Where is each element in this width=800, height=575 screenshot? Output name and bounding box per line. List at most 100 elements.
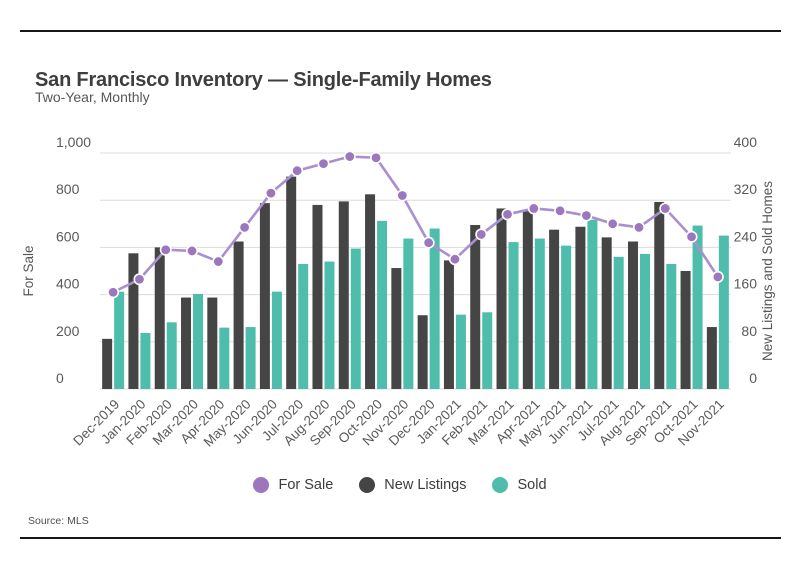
bar-new-listings [365, 194, 376, 389]
bar-sold [613, 256, 624, 389]
bar-sold [482, 312, 493, 389]
for-sale-point [580, 209, 593, 222]
bar-sold [666, 263, 677, 389]
bar-sold [298, 263, 309, 389]
left-axis-title: For Sale [21, 245, 36, 296]
for-sale-point [501, 208, 514, 221]
legend-label: For Sale [278, 477, 334, 493]
bar-new-listings [549, 229, 560, 389]
legend-item-sold: Sold [492, 477, 547, 493]
bar-sold [718, 235, 729, 389]
page-subtitle: Two-Year, Monthly [35, 89, 150, 105]
for-sale-point [448, 253, 461, 266]
bar-new-listings [680, 271, 691, 389]
bar-new-listings [601, 237, 612, 389]
bar-sold [193, 294, 204, 389]
top-divider [20, 30, 781, 32]
for-sale-point [475, 228, 488, 241]
legend: For Sale New Listings Sold [0, 477, 800, 493]
bar-new-listings [654, 201, 665, 389]
bar-new-listings [496, 208, 507, 389]
bar-new-listings [470, 224, 481, 389]
left-axis-tick: 1,000 [56, 134, 91, 150]
bar-new-listings [443, 260, 454, 389]
bar-new-listings [312, 204, 323, 389]
for-sale-point [554, 204, 567, 217]
for-sale-point [659, 202, 672, 215]
bar-new-listings [207, 297, 218, 389]
for-sale-point [632, 221, 645, 234]
bar-sold [508, 242, 519, 389]
right-axis-tick: 240 [734, 228, 758, 244]
left-axis-tick: 0 [56, 370, 64, 386]
right-axis-tick: 0 [749, 370, 757, 386]
sold-marker-icon [492, 477, 509, 493]
bar-new-listings [338, 201, 349, 389]
bar-new-listings [522, 210, 533, 389]
bar-sold [455, 314, 466, 389]
bar-new-listings [233, 241, 244, 389]
bar-sold [114, 291, 125, 389]
bar-new-listings [181, 297, 192, 389]
for-sale-point [527, 202, 540, 215]
bar-sold [271, 291, 282, 389]
right-axis-title: New Listings and Sold Homes [760, 181, 775, 361]
right-axis-tick: 400 [734, 134, 758, 150]
left-axis-tick: 200 [56, 323, 80, 339]
bottom-divider [20, 537, 781, 539]
bar-sold [534, 238, 545, 389]
bar-sold [403, 238, 414, 389]
bar-new-listings [259, 203, 270, 389]
for-sale-point [264, 187, 277, 200]
bar-sold [140, 332, 151, 389]
for-sale-point [107, 286, 120, 299]
bar-new-listings [575, 226, 586, 389]
for-sale-point [422, 236, 435, 249]
bar-sold [587, 219, 598, 389]
new-listings-marker-icon [359, 477, 376, 493]
bar-sold [692, 225, 703, 389]
bar-sold [245, 327, 256, 389]
for-sale-point [291, 164, 304, 177]
bar-sold [429, 228, 440, 389]
bar-new-listings [417, 315, 428, 389]
bar-sold [324, 261, 335, 389]
left-axis-tick: 800 [56, 181, 80, 197]
for-sale-point [343, 150, 356, 163]
source-note: Source: MLS [28, 515, 89, 527]
legend-item-for-sale: For Sale [253, 477, 333, 493]
bar-new-listings [391, 268, 402, 389]
for-sale-point [685, 230, 698, 243]
for-sale-point [159, 243, 172, 256]
legend-item-new-listings: New Listings [359, 477, 466, 493]
for-sale-point [711, 270, 724, 283]
legend-label: New Listings [384, 477, 467, 493]
for-sale-point [186, 244, 199, 257]
bar-sold [561, 245, 572, 389]
legend-label: Sold [517, 477, 547, 493]
bar-sold [350, 248, 361, 389]
for-sale-point [238, 221, 251, 234]
bar-new-listings [154, 247, 165, 389]
for-sale-point [212, 255, 225, 268]
bar-sold [166, 322, 177, 389]
for-sale-line [112, 155, 719, 294]
right-axis-tick: 320 [734, 181, 758, 197]
bar-new-listings [706, 327, 717, 389]
right-axis-tick: 160 [734, 276, 758, 292]
left-axis-tick: 400 [56, 276, 80, 292]
for-sale-marker-icon [253, 477, 270, 493]
bar-new-listings [627, 241, 638, 389]
bar-new-listings [128, 253, 139, 389]
for-sale-point [396, 189, 409, 202]
bar-sold [377, 220, 388, 389]
for-sale-point [370, 151, 383, 164]
bar-new-listings [286, 176, 297, 389]
page-title: San Francisco Inventory — Single-Family … [35, 69, 492, 92]
left-axis-tick: 600 [56, 228, 80, 244]
for-sale-point [606, 217, 619, 230]
right-axis-tick: 80 [741, 323, 757, 339]
for-sale-point [317, 157, 330, 170]
